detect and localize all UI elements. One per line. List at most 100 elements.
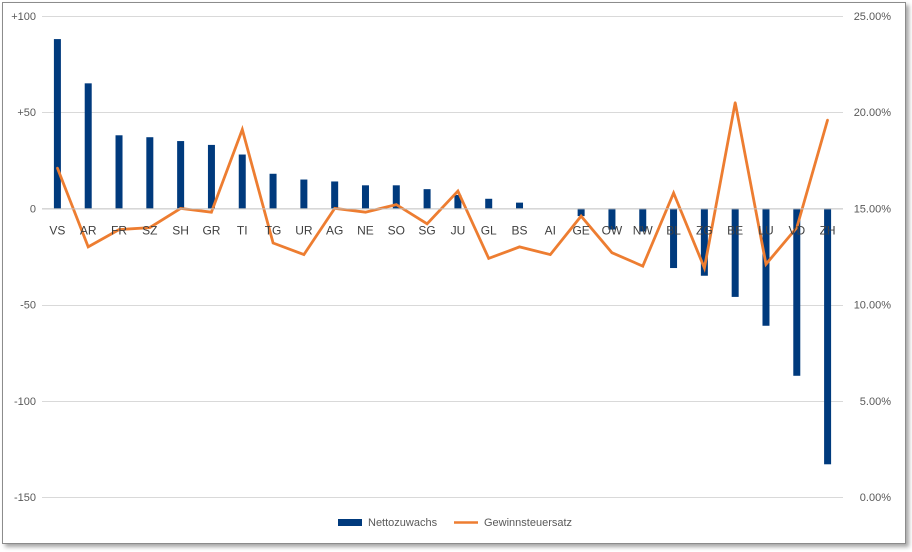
point-zg (703, 266, 706, 270)
bar-ge (577, 208, 585, 217)
left-tick-label: -100 (14, 396, 36, 408)
point-ne (364, 211, 367, 214)
point-be (733, 101, 737, 104)
point-gl (487, 257, 490, 260)
line-gewinnsteuersatz (56, 102, 829, 273)
point-vs (56, 166, 59, 170)
bar-lu (762, 208, 770, 326)
bar-ti (238, 154, 246, 209)
category-label-tg: TG (265, 223, 282, 237)
right-tick-label: 20.00% (854, 107, 892, 119)
category-label-ag: AG (326, 223, 343, 237)
bar-sg (423, 189, 431, 209)
left-tick-label: +100 (11, 11, 36, 23)
bar-sz (146, 137, 154, 209)
bar-ow (608, 208, 616, 230)
category-label-be: BE (727, 223, 743, 237)
category-label-ai: AI (545, 223, 556, 237)
point-so (395, 203, 398, 206)
category-label-lu: LU (758, 223, 773, 237)
category-label-ti: TI (237, 223, 248, 237)
category-label-zh: ZH (820, 223, 836, 237)
right-axis-ticks: 25.00% 20.00% 15.00% 10.00% 5.00% 0.00% (854, 11, 892, 504)
category-label-fr: FR (111, 223, 127, 237)
category-label-gl: GL (481, 223, 497, 237)
point-bs (518, 245, 521, 249)
category-label-sz: SZ (142, 223, 157, 237)
legend: Nettozuwachs Gewinnsteuersatz (338, 517, 572, 529)
category-label-vd: VD (788, 223, 805, 237)
category-label-sh: SH (172, 223, 189, 237)
category-label-so: SO (388, 223, 405, 237)
point-vd (795, 226, 798, 229)
category-label-zg: ZG (696, 223, 713, 237)
bar-ne (361, 185, 369, 209)
category-label-sg: SG (418, 223, 435, 237)
bar-ju (454, 194, 462, 209)
category-labels: VS AR FR SZ SH GR TI TG UR AG NE SO SG JU GL BS AI GE OW NW… (49, 223, 835, 237)
category-label-ur: UR (295, 223, 313, 237)
bar-zh (824, 208, 832, 465)
bar-vs (53, 39, 61, 209)
bar-gr (207, 144, 215, 209)
bar-ur (300, 179, 308, 209)
point-bl (672, 191, 675, 195)
bar-sh (177, 141, 185, 209)
bar-gl (485, 198, 493, 209)
bar-bs (516, 202, 524, 209)
point-tg (271, 241, 275, 245)
category-label-ow: OW (602, 223, 623, 237)
legend-swatch-nettozuwachs (338, 519, 362, 526)
point-sg (425, 222, 429, 225)
bar-so (392, 185, 400, 209)
point-ju (456, 189, 460, 193)
point-lu (764, 262, 768, 266)
left-axis-ticks: +100 +50 0 -50 -100 -150 (11, 11, 36, 504)
legend-label-nettozuwachs: Nettozuwachs (368, 517, 438, 529)
category-label-ne: NE (357, 223, 374, 237)
point-ar (87, 245, 90, 249)
point-zh (826, 118, 829, 122)
bar-ar (84, 83, 92, 209)
point-ti (241, 128, 244, 131)
right-tick-label: 25.00% (854, 11, 892, 23)
chart-frame (2, 2, 906, 544)
point-ur (302, 253, 306, 256)
left-tick-label: -50 (20, 300, 36, 312)
point-ai (549, 253, 552, 256)
right-tick-label: 0.00% (860, 492, 891, 504)
right-tick-label: 10.00% (854, 300, 892, 312)
left-tick-label: 0 (30, 203, 36, 215)
point-ow (610, 251, 614, 254)
bar-ag (331, 181, 339, 209)
category-label-bs: BS (512, 223, 528, 237)
point-fr (117, 228, 121, 231)
left-tick-label: -150 (14, 492, 36, 504)
bar-vd (793, 208, 801, 376)
right-tick-label: 15.00% (854, 203, 892, 215)
category-label-bl: BL (666, 223, 681, 237)
point-nw (641, 264, 644, 268)
category-label-vs: VS (49, 223, 65, 237)
category-label-gr: GR (202, 223, 220, 237)
bar-fr (115, 135, 123, 209)
bar-series (53, 39, 832, 465)
category-label-ge: GE (572, 223, 589, 237)
legend-label-gewinnsteuersatz: Gewinnsteuersatz (484, 517, 572, 529)
bar-bl (670, 208, 678, 269)
right-tick-label: 5.00% (860, 396, 891, 408)
bar-nw (639, 208, 647, 232)
line-series (56, 101, 829, 273)
point-sz (148, 226, 152, 229)
category-label-ar: AR (80, 223, 97, 237)
left-tick-label: +50 (17, 107, 36, 119)
bar-be (731, 208, 739, 297)
bar-zg (700, 208, 708, 276)
bar-tg (269, 173, 277, 209)
point-gr (210, 211, 213, 214)
point-ge (579, 214, 583, 218)
category-label-ju: JU (451, 223, 466, 237)
gridlines (42, 16, 843, 498)
category-label-nw: NW (633, 223, 654, 237)
